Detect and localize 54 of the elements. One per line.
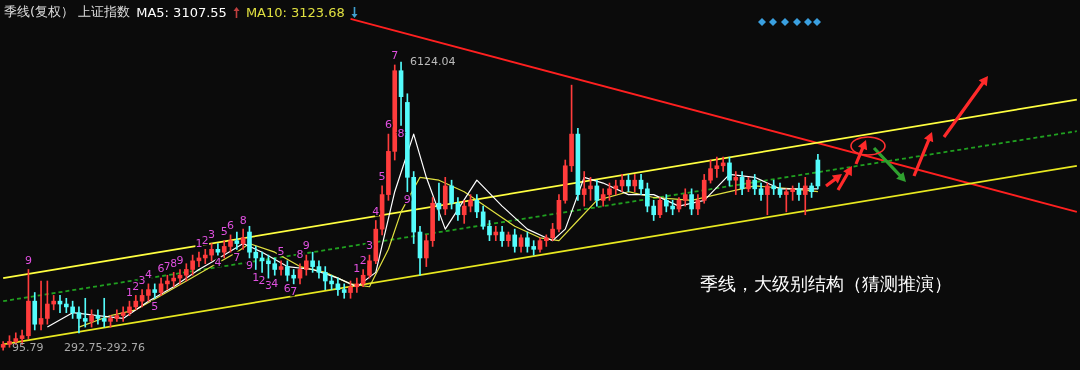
text: 5 (220, 225, 228, 239)
candlestick (51, 295, 57, 311)
text: 5 (378, 170, 386, 184)
annotation: 95.79 (12, 341, 44, 354)
text: 4 (144, 268, 152, 282)
text: 4 (372, 204, 380, 218)
text: 5 (151, 299, 159, 313)
candlestick (234, 231, 240, 250)
candlestick (714, 156, 720, 178)
text: 7 (233, 250, 241, 264)
text: 9 (176, 253, 184, 267)
text: 6 (384, 118, 392, 132)
candlestick (202, 248, 208, 265)
text: 3 (208, 227, 216, 241)
text: 6 (283, 282, 291, 296)
text: 6 (157, 262, 165, 276)
candlestick (802, 176, 808, 216)
text: 8 (239, 213, 247, 227)
candlestick (171, 272, 177, 288)
text: 4 (271, 276, 279, 290)
text: 3 (138, 274, 146, 287)
candlestick (493, 225, 499, 241)
candlestick (82, 297, 88, 328)
annotation: 6124.04 (410, 55, 456, 68)
text: 2 (359, 253, 367, 267)
candlestick (38, 280, 44, 331)
text: 3 (365, 239, 373, 253)
text: 8 (397, 126, 405, 140)
text: 1 (252, 270, 260, 284)
text: 9 (245, 259, 253, 273)
annotation: 季线，大级别结构（猜测推演） (700, 272, 952, 296)
text: 7 (163, 259, 171, 273)
candlestick (733, 171, 739, 195)
text: 2 (132, 279, 140, 293)
text: 8 (296, 248, 304, 262)
text: 9 (302, 239, 310, 253)
text: MA10: 3123.68 (245, 4, 345, 20)
text: MA5: 3107.55 (136, 4, 227, 20)
candlestick (101, 297, 107, 328)
candlestick (95, 309, 101, 325)
text: 8 (170, 256, 178, 270)
text: 1 (125, 285, 133, 299)
text: 9 (24, 253, 32, 267)
text: 2 (201, 233, 209, 247)
text: 5 (277, 245, 285, 259)
annotation: 292.75-292.76 (64, 341, 145, 354)
chart-title: 季线(复权） 上证指数 (4, 3, 131, 21)
text: 6 (227, 219, 235, 233)
text: 1 (353, 262, 361, 276)
text: 7 (391, 49, 399, 63)
text: 2 (258, 273, 266, 287)
text: 3 (264, 279, 272, 293)
text: 7 (290, 285, 298, 299)
candlestick (114, 309, 120, 322)
